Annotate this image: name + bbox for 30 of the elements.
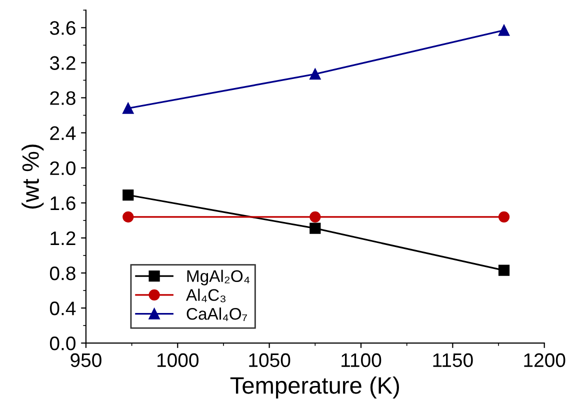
x-tick-label: 1100 — [342, 353, 382, 368]
point — [122, 189, 134, 201]
point — [498, 264, 510, 276]
y-axis-title: (wt %) — [22, 144, 44, 209]
point — [310, 211, 321, 222]
point — [498, 211, 510, 222]
y-tick-label: 0.0 — [50, 336, 76, 350]
point — [310, 222, 321, 234]
y-tick-label: 3.2 — [50, 56, 76, 70]
point — [122, 102, 134, 114]
x-tick-label: 1000 — [157, 353, 198, 368]
point — [498, 24, 510, 36]
x-axis-title: Temperature (K) — [230, 376, 399, 398]
y-tick-label: 2.8 — [50, 91, 76, 105]
y-tick-label: 1.6 — [50, 196, 76, 210]
y-tick-label: 3.6 — [50, 21, 76, 35]
legend-label: CaAl₄O₇ — [186, 308, 247, 322]
point — [122, 211, 134, 222]
legend-label: Al₄C₃ — [186, 288, 226, 302]
x-tick-label: 1200 — [524, 353, 566, 368]
y-tick-label: 1.2 — [50, 231, 76, 245]
point — [310, 68, 321, 80]
y-tick-label: 0.8 — [50, 266, 76, 280]
x-tick-label: 950 — [70, 353, 102, 368]
legend-label: MgAl₂O₄ — [187, 270, 250, 286]
x-tick-label: 1150 — [433, 353, 473, 368]
y-tick-label: 0.4 — [50, 301, 76, 316]
y-tick-label: 2.0 — [50, 161, 76, 176]
y-tick-label: 2.4 — [50, 126, 76, 140]
x-tick-label: 1050 — [249, 353, 290, 368]
